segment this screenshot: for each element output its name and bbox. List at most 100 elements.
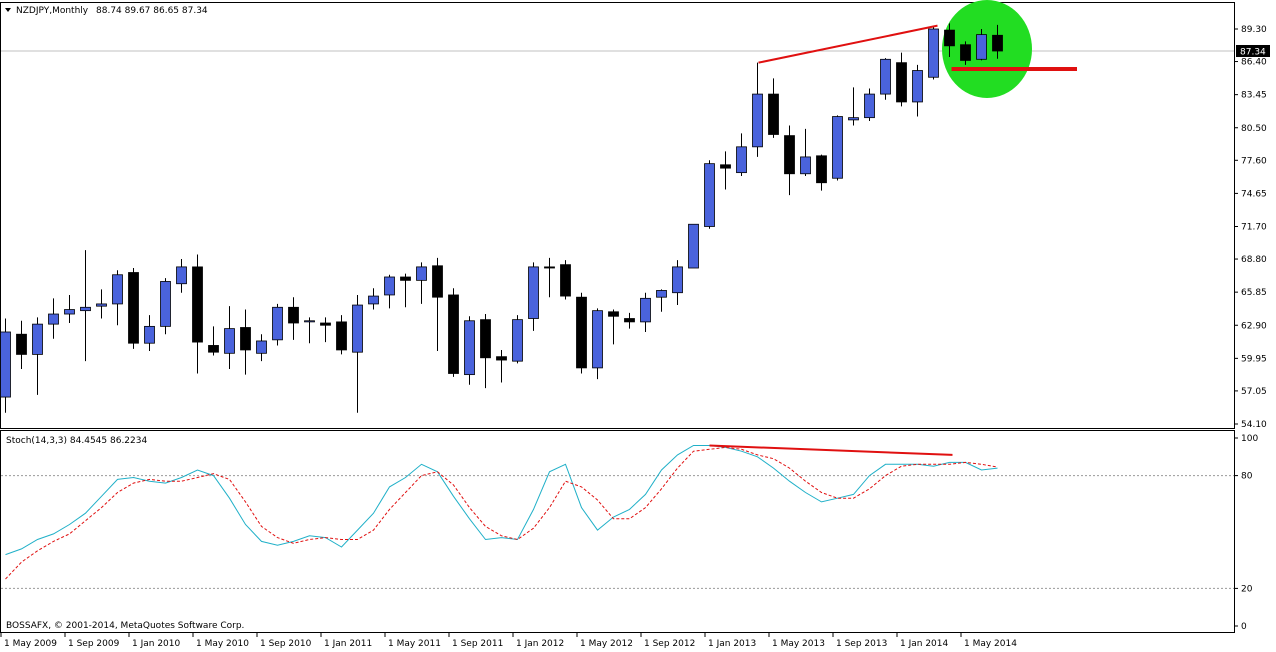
price-tick-label: 54.10	[1241, 420, 1267, 430]
candle[interactable]	[512, 315, 523, 364]
candle[interactable]	[448, 288, 459, 377]
candle-body	[208, 345, 219, 353]
stoch-trendline[interactable]	[709, 444, 953, 456]
candle-body	[112, 274, 123, 305]
stoch-panel[interactable]	[0, 430, 1235, 633]
candle[interactable]	[560, 260, 571, 300]
candle-body	[960, 44, 971, 61]
candle[interactable]	[16, 320, 27, 370]
candle[interactable]	[416, 262, 427, 304]
candle[interactable]	[256, 334, 267, 362]
candle[interactable]	[608, 309, 619, 345]
candle[interactable]	[688, 223, 699, 269]
candle[interactable]	[800, 128, 811, 177]
candle-body	[416, 266, 427, 281]
main-caption: NZDJPY,Monthly 88.74 89.67 86.65 87.34	[5, 6, 208, 16]
candle[interactable]	[304, 317, 315, 344]
candle-body	[784, 135, 795, 175]
candle[interactable]	[928, 26, 939, 80]
candle[interactable]	[496, 349, 507, 383]
candle-body	[544, 266, 555, 269]
candle[interactable]	[576, 292, 587, 374]
candle-body	[224, 328, 235, 354]
candle[interactable]	[832, 115, 843, 181]
candle-body	[400, 276, 411, 281]
candle[interactable]	[336, 315, 347, 355]
candle[interactable]	[672, 260, 683, 306]
time-tick-label: 1 Jan 2013	[708, 639, 756, 649]
candle-body	[496, 356, 507, 361]
candle[interactable]	[96, 289, 107, 319]
candle[interactable]	[352, 294, 363, 413]
candle[interactable]	[368, 288, 379, 310]
candle[interactable]	[816, 154, 827, 191]
candle[interactable]	[144, 315, 155, 352]
current-price-label: 87.34	[1240, 47, 1266, 57]
candle-body	[560, 264, 571, 297]
candle[interactable]	[160, 278, 171, 335]
candle[interactable]	[176, 259, 187, 293]
candle-body	[368, 295, 379, 305]
candle-body	[128, 272, 139, 344]
time-tick-label: 1 May 2011	[388, 639, 441, 649]
candle[interactable]	[960, 41, 971, 65]
candle[interactable]	[848, 87, 859, 126]
candle[interactable]	[768, 78, 779, 138]
candle[interactable]	[752, 62, 763, 157]
candle-body	[752, 93, 763, 148]
candle[interactable]	[192, 254, 203, 374]
candle[interactable]	[736, 133, 747, 177]
price-tick-label: 59.95	[1241, 354, 1267, 364]
candle[interactable]	[784, 125, 795, 196]
candle[interactable]	[944, 23, 955, 58]
time-tick-label: 1 Sep 2009	[68, 639, 120, 649]
candle[interactable]	[880, 58, 891, 100]
candle[interactable]	[240, 309, 251, 375]
candle-body	[288, 306, 299, 324]
candle[interactable]	[912, 64, 923, 117]
candle[interactable]	[208, 326, 219, 356]
candle-body	[512, 319, 523, 362]
candle[interactable]	[320, 317, 331, 343]
candle[interactable]	[272, 303, 283, 346]
candle[interactable]	[80, 250, 91, 362]
candle[interactable]	[720, 151, 731, 190]
candle-body	[80, 306, 91, 312]
candle[interactable]	[592, 308, 603, 380]
candle[interactable]	[992, 24, 1003, 59]
candle[interactable]	[48, 298, 59, 339]
candle-body	[0, 331, 11, 398]
candle[interactable]	[400, 273, 411, 308]
candle-body	[912, 70, 923, 103]
candle[interactable]	[480, 314, 491, 389]
candle[interactable]	[224, 306, 235, 370]
time-tick-label: 1 Jan 2011	[324, 639, 372, 649]
dropdown-triangle-icon[interactable]	[5, 8, 11, 12]
candle[interactable]	[704, 160, 715, 229]
candle[interactable]	[544, 257, 555, 298]
candle[interactable]	[464, 316, 475, 385]
candle[interactable]	[384, 274, 395, 309]
candle[interactable]	[112, 270, 123, 326]
candle[interactable]	[864, 88, 875, 122]
candle[interactable]	[128, 268, 139, 349]
candle[interactable]	[640, 292, 651, 332]
main-panel[interactable]	[0, 2, 1235, 429]
candle[interactable]	[656, 289, 667, 312]
candle-body	[720, 164, 731, 169]
candle-body	[592, 310, 603, 369]
candle[interactable]	[0, 318, 11, 413]
price-trendline[interactable]	[758, 24, 938, 64]
candle[interactable]	[624, 312, 635, 329]
candle[interactable]	[64, 294, 75, 324]
candle[interactable]	[432, 257, 443, 352]
price-tick-label: 86.40	[1241, 58, 1267, 68]
candle[interactable]	[528, 262, 539, 331]
candle-body	[640, 297, 651, 323]
candle-body	[528, 266, 539, 319]
candle[interactable]	[896, 52, 907, 107]
candle[interactable]	[288, 297, 299, 340]
candle[interactable]	[32, 317, 43, 395]
candle[interactable]	[976, 29, 987, 61]
